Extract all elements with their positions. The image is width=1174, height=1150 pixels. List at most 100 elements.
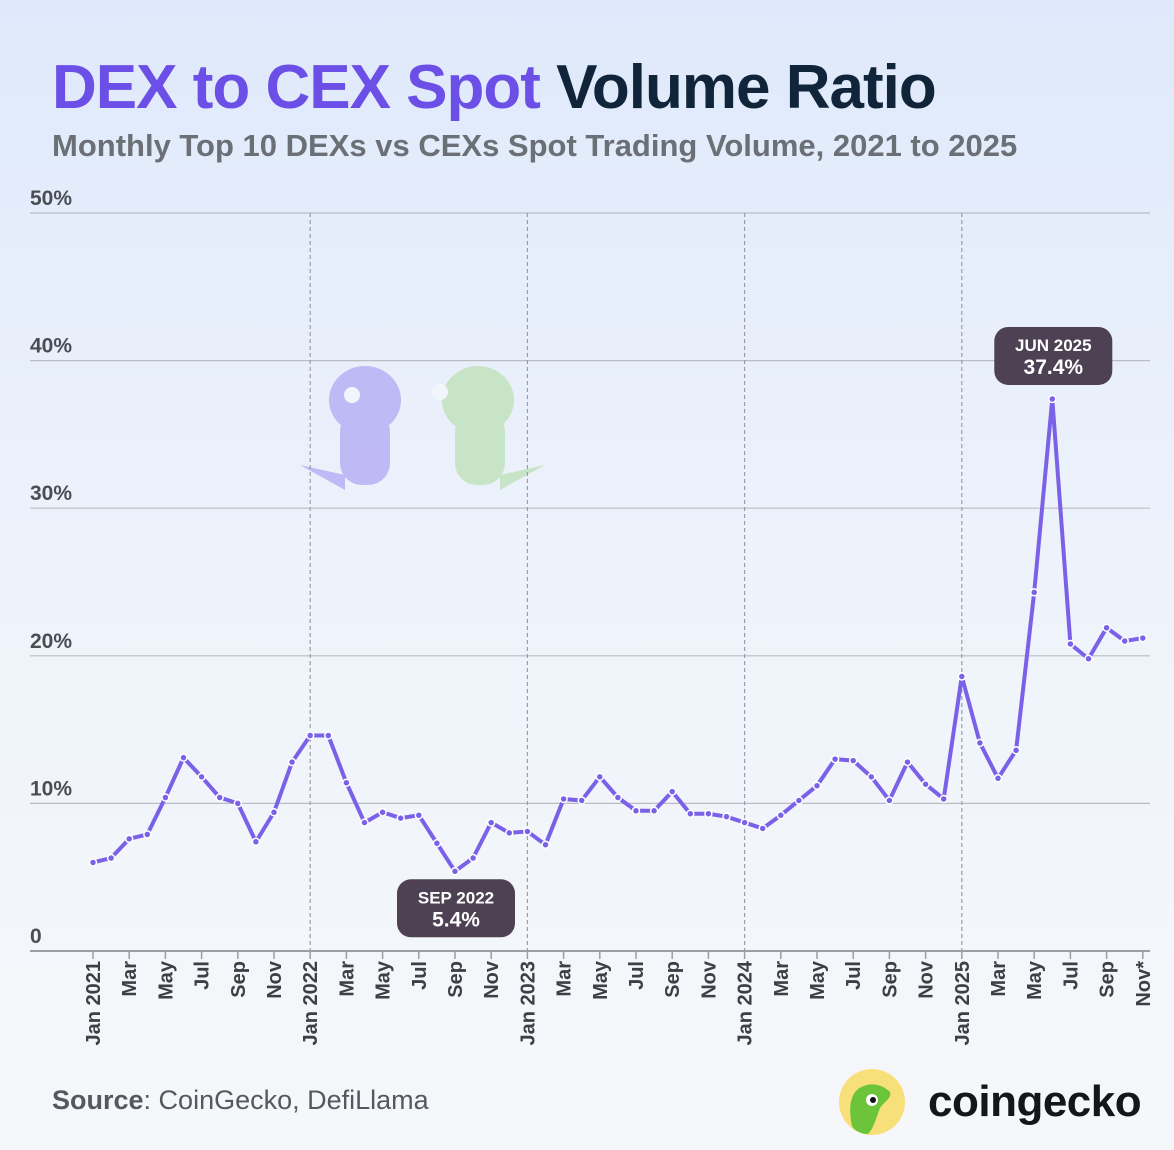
data-point <box>378 808 387 817</box>
data-point <box>1138 633 1148 643</box>
y-tick-label: 20% <box>30 630 72 653</box>
green-gecko-icon <box>432 366 545 490</box>
x-tick-label: Sep <box>228 961 250 998</box>
title-rest: Volume Ratio <box>556 53 937 122</box>
x-tick-label: Nov <box>264 960 286 999</box>
data-point <box>269 808 279 817</box>
data-point <box>215 793 224 802</box>
data-point <box>649 806 659 816</box>
x-tick-label: Nov <box>698 960 720 999</box>
data-point <box>1048 394 1057 404</box>
x-tick-label: May <box>155 960 177 1000</box>
data-point <box>505 828 514 838</box>
x-tick-label: Nov <box>916 960 938 999</box>
x-tick-label: Sep <box>1097 961 1119 998</box>
data-point <box>179 753 188 762</box>
title-highlight: DEX to CEX Spot <box>52 53 541 122</box>
data-point <box>957 672 967 681</box>
x-tick-label: Nov <box>481 960 503 999</box>
page-title: DEX to CEX Spot Volume Ratio <box>52 52 937 123</box>
x-tick-label: Jul <box>843 961 865 990</box>
x-tick-label: May <box>1024 960 1046 1000</box>
data-point <box>939 794 948 804</box>
callout-label: JUN 2025 <box>1015 336 1092 355</box>
x-tick-label: Jan 2024 <box>735 960 757 1045</box>
y-tick-label: 0 <box>30 925 42 948</box>
data-point <box>432 839 442 848</box>
x-tick-label: Sep <box>445 961 467 998</box>
data-point <box>124 834 134 844</box>
data-point <box>486 818 496 827</box>
x-tick-label: Jan 2021 <box>83 961 105 1046</box>
x-tick-label: Jul <box>192 961 214 990</box>
source-label: Source <box>52 1085 144 1115</box>
data-point <box>577 796 586 805</box>
data-point <box>867 772 876 782</box>
data-point <box>1011 746 1021 755</box>
y-tick-label: 50% <box>30 187 72 210</box>
data-point <box>776 810 786 820</box>
data-point <box>360 818 369 827</box>
data-point <box>794 796 804 805</box>
data-point <box>993 774 1003 783</box>
data-point <box>468 853 478 863</box>
x-tick-label: May <box>590 960 612 1000</box>
data-point <box>613 793 623 802</box>
data-point <box>251 837 261 847</box>
data-point <box>396 813 405 823</box>
x-tick-label: Mar <box>336 961 358 997</box>
mascot-illustration <box>300 366 545 490</box>
x-tick-label: Jan 2023 <box>517 961 539 1046</box>
data-point <box>233 799 243 808</box>
x-tick-label: Jul <box>1060 961 1082 990</box>
callout-value: 5.4% <box>432 908 480 931</box>
data-point <box>88 858 98 867</box>
data-point <box>523 827 532 836</box>
y-tick-label: 10% <box>30 777 72 800</box>
data-point <box>595 772 605 782</box>
purple-gecko-icon <box>300 366 401 490</box>
data-point <box>197 772 206 782</box>
data-point <box>1084 654 1093 664</box>
data-point <box>722 812 731 821</box>
data-point <box>324 731 333 740</box>
x-tick-label: May <box>373 960 395 1000</box>
data-point <box>106 853 116 863</box>
data-point <box>559 794 568 804</box>
data-point <box>161 793 170 802</box>
data-point <box>1102 623 1111 633</box>
callout-value: 37.4% <box>1024 356 1084 379</box>
x-tick-label: Mar <box>771 961 793 997</box>
data-point <box>740 818 749 827</box>
data-point <box>143 830 152 839</box>
x-tick-label: Mar <box>988 961 1010 997</box>
data-point <box>885 796 894 805</box>
y-tick-label: 40% <box>30 335 72 358</box>
x-tick-label: Sep <box>662 961 684 998</box>
source-text: : CoinGecko, DefiLlama <box>143 1085 429 1115</box>
data-point <box>631 806 641 816</box>
data-point <box>342 778 351 787</box>
brand-name: coingecko <box>928 1077 1142 1126</box>
data-point <box>541 840 550 849</box>
source-note: Source: CoinGecko, DefiLlama <box>52 1085 429 1116</box>
data-point <box>1029 588 1039 597</box>
data-point <box>414 810 424 820</box>
data-point <box>1120 636 1129 646</box>
data-point <box>975 738 985 748</box>
data-point <box>704 809 713 818</box>
data-point <box>848 756 858 765</box>
x-tick-label: Sep <box>879 961 901 998</box>
data-point <box>667 787 677 796</box>
x-tick-label: Jul <box>626 961 648 990</box>
data-point <box>686 809 695 818</box>
data-point <box>758 824 767 833</box>
data-point <box>287 757 297 767</box>
subtitle: Monthly Top 10 DEXs vs CEXs Spot Trading… <box>52 128 1018 163</box>
coingecko-logo: coingecko <box>838 1068 1142 1136</box>
x-tick-label: Jan 2025 <box>952 961 974 1046</box>
data-point <box>1066 639 1075 649</box>
callout-box <box>994 326 1113 385</box>
